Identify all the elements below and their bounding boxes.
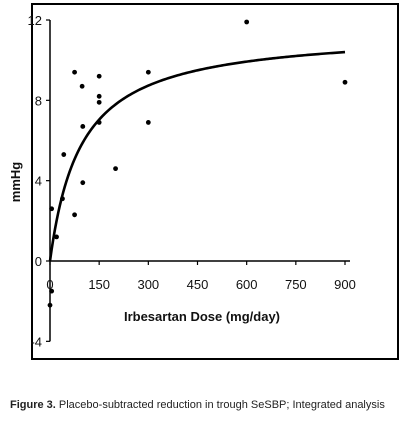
x-tick-label: 300 — [137, 277, 159, 292]
tick-labels: 0 150 300 450 600 750 900 -4 0 4 8 12 — [28, 13, 356, 349]
data-point — [96, 73, 102, 79]
x-tick-label: 750 — [285, 277, 307, 292]
x-tick-label: 450 — [187, 277, 209, 292]
data-point — [49, 206, 55, 212]
data-point — [49, 288, 55, 294]
y-tick-label: 8 — [35, 93, 42, 108]
x-tick-label: 900 — [334, 277, 356, 292]
data-point — [79, 83, 85, 89]
y-tick-label: 0 — [35, 254, 42, 269]
figure-caption: Figure 3. Placebo-subtracted reduction i… — [10, 397, 400, 413]
data-point — [72, 69, 77, 75]
chart-frame — [31, 3, 399, 360]
y-tick-label: 12 — [28, 13, 42, 28]
data-point — [244, 19, 250, 25]
data-point — [80, 124, 86, 129]
y-tick-label: -4 — [30, 334, 42, 349]
fit-curve-line — [48, 50, 346, 262]
data-points — [47, 19, 348, 308]
data-point — [54, 234, 59, 240]
data-point — [96, 99, 102, 105]
x-tick-label: 150 — [88, 277, 110, 292]
data-point — [61, 152, 67, 157]
data-point — [342, 79, 348, 85]
data-point — [145, 69, 151, 75]
data-point — [113, 166, 118, 172]
data-point — [96, 120, 102, 125]
data-point — [72, 212, 77, 218]
y-axis-title: mmHg — [8, 162, 23, 203]
x-tick-label: 0 — [46, 277, 53, 292]
x-axis-title: Irbesartan Dose (mg/day) — [124, 309, 280, 324]
data-point — [47, 302, 53, 308]
caption-text: Placebo-subtracted reduction in trough S… — [55, 399, 385, 411]
x-tick-label: 600 — [236, 277, 258, 292]
data-point — [145, 120, 151, 125]
data-point — [96, 93, 102, 99]
data-point — [60, 196, 65, 202]
caption-label: Figure 3. — [10, 399, 56, 411]
axes — [46, 19, 350, 342]
data-point — [80, 180, 86, 186]
y-tick-label: 4 — [35, 174, 42, 189]
